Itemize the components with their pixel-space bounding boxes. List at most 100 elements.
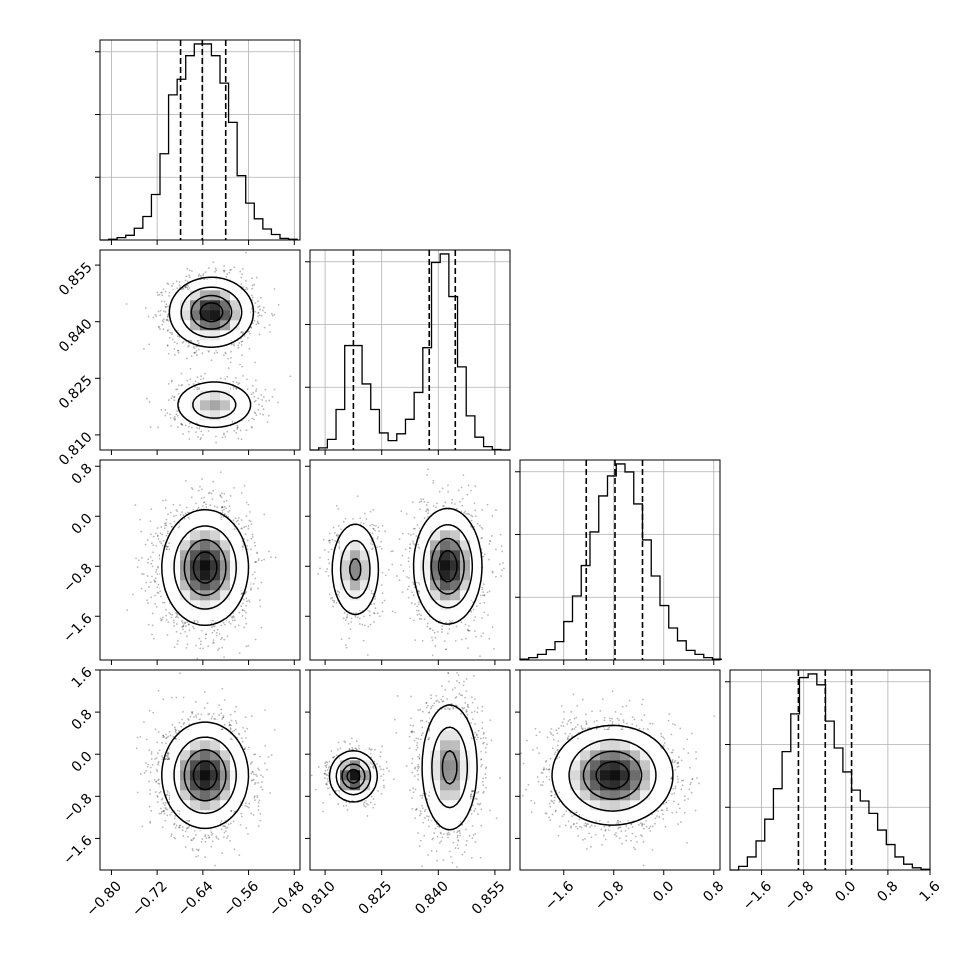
scatter-point: [209, 504, 212, 507]
scatter-point: [273, 313, 276, 316]
scatter-point: [164, 524, 167, 527]
scatter-point: [175, 612, 178, 615]
scatter-point: [147, 623, 150, 626]
scatter-point: [176, 342, 179, 345]
scatter-point: [240, 331, 242, 334]
scatter-point: [177, 426, 179, 429]
scatter-point: [253, 400, 256, 403]
scatter-point: [223, 432, 225, 435]
scatter-point: [242, 602, 244, 605]
scatter-point: [229, 361, 232, 364]
scatter-point: [185, 506, 188, 509]
scatter-point: [156, 535, 159, 538]
scatter-point: [232, 380, 235, 383]
scatter-point: [216, 628, 219, 631]
scatter-point: [195, 644, 197, 647]
scatter-point: [250, 587, 252, 589]
scatter-point: [256, 322, 259, 324]
scatter-point: [255, 561, 258, 564]
scatter-point: [255, 414, 258, 417]
scatter-point: [216, 351, 219, 354]
scatter-point: [236, 424, 239, 427]
scatter-point: [153, 579, 155, 582]
density-cell: [240, 400, 251, 411]
scatter-point: [159, 540, 161, 543]
density-cell: [240, 310, 251, 321]
scatter-point: [238, 517, 240, 519]
scatter-point: [213, 352, 216, 355]
density-cell: [170, 310, 181, 321]
scatter-point: [250, 393, 253, 396]
scatter-point: [185, 625, 187, 627]
density-cell: [220, 290, 231, 301]
scatter-point: [187, 623, 190, 626]
scatter-point: [154, 532, 157, 535]
scatter-point: [160, 595, 162, 598]
scatter-point: [191, 270, 193, 272]
scatter-point: [257, 397, 260, 400]
scatter-point: [179, 504, 181, 507]
scatter-point: [257, 559, 260, 562]
scatter-point: [162, 320, 165, 323]
scatter-point: [188, 422, 191, 425]
scatter-panel-2-0: [99, 459, 301, 667]
scatter-point: [197, 342, 200, 345]
scatter-point: [170, 380, 173, 383]
scatter-point: [258, 333, 261, 336]
scatter-point: [248, 599, 251, 602]
scatter-point: [212, 480, 215, 483]
scatter-point: [212, 489, 215, 492]
density-cell: [240, 300, 251, 311]
scatter-point: [196, 376, 199, 379]
scatter-point: [176, 287, 179, 289]
scatter-point: [165, 318, 168, 321]
scatter-point: [187, 623, 190, 626]
scatter-point: [194, 502, 197, 505]
scatter-point: [240, 340, 243, 343]
scatter-point: [169, 522, 172, 525]
scatter-point: [203, 496, 206, 499]
scatter-point: [238, 342, 241, 344]
scatter-point: [176, 510, 179, 513]
scatter-point: [257, 312, 260, 314]
scatter-point: [173, 396, 175, 399]
scatter-point: [200, 437, 203, 439]
panel-frame: [309, 249, 511, 451]
scatter-point: [240, 665, 242, 667]
scatter-point: [186, 268, 189, 270]
scatter-point: [260, 581, 263, 584]
scatter-point: [245, 591, 248, 593]
scatter-point: [241, 592, 243, 595]
scatter-point: [215, 632, 218, 634]
scatter-point: [241, 527, 244, 530]
scatter-point: [245, 279, 247, 282]
scatter-point: [214, 271, 216, 273]
scatter-point: [157, 592, 160, 594]
scatter-point: [174, 418, 177, 421]
scatter-point: [140, 557, 143, 559]
scatter-point: [185, 479, 187, 482]
scatter-point: [164, 506, 167, 509]
scatter-point: [226, 273, 228, 276]
scatter-point: [186, 643, 189, 646]
scatter-point: [199, 643, 202, 646]
scatter-point: [257, 322, 260, 325]
scatter-point: [246, 378, 248, 381]
scatter-point: [155, 544, 158, 547]
scatter-point: [166, 282, 169, 285]
scatter-point: [222, 354, 225, 357]
scatter-point: [170, 425, 173, 427]
scatter-point: [197, 621, 199, 623]
scatter-point: [269, 331, 272, 333]
scatter-point: [164, 522, 166, 525]
scatter-point: [245, 622, 248, 625]
scatter-point: [233, 528, 236, 530]
histogram-panel-2: [515, 459, 722, 661]
scatter-point: [180, 423, 183, 426]
scatter-point: [255, 323, 258, 326]
scatter-point: [170, 285, 173, 287]
scatter-point: [240, 438, 243, 441]
scatter-point: [146, 397, 148, 400]
scatter-point: [213, 505, 216, 508]
